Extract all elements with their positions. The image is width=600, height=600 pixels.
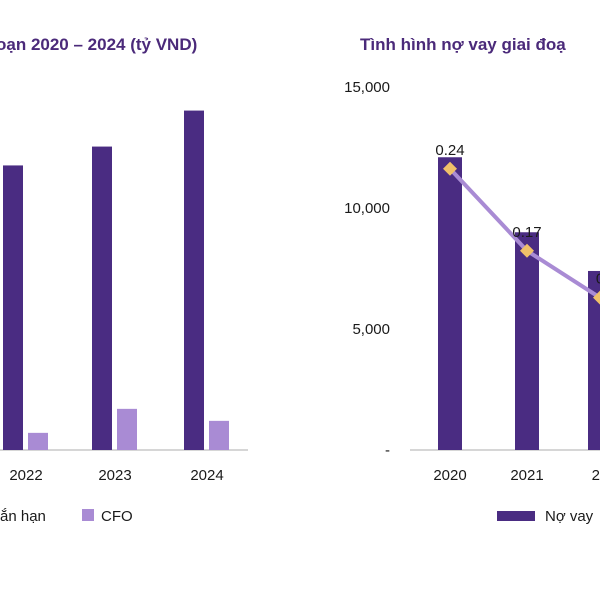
x-tick-label: 2024 — [190, 467, 223, 484]
left-chart: oạn 2020 – 2024 (tỷ VND) 2022 2023 2024 ắn… — [0, 35, 248, 525]
bar-cfo-2023 — [117, 408, 137, 450]
ratio-data-label: 0.17 — [512, 224, 541, 241]
right-ratio-line: 0.24 0.17 0 — [435, 142, 600, 305]
left-chart-title: oạn 2020 – 2024 (tỷ VND) — [0, 35, 197, 54]
x-tick-label: 2020 — [433, 467, 466, 484]
ratio-marker — [593, 290, 600, 305]
bar-cfo-2022 — [28, 432, 48, 450]
legend-swatch-cfo — [82, 509, 94, 521]
bar-debt-20 — [588, 270, 600, 450]
legend-swatch-debt — [497, 511, 535, 521]
ratio-data-label: 0.24 — [435, 142, 464, 159]
ratio-marker — [520, 243, 534, 258]
bar-short-term-2024 — [184, 110, 204, 451]
bar-debt-2020 — [438, 157, 462, 451]
x-tick-label: 20 — [592, 467, 600, 484]
x-tick-label: 2021 — [510, 467, 543, 484]
legend-label-debt: Nợ vay — [545, 508, 594, 525]
right-y-tick-labels: 15,000 10,000 5,000 - — [344, 79, 390, 459]
left-bars — [3, 110, 229, 451]
x-tick-label: 2023 — [98, 467, 131, 484]
bar-short-term-2022 — [3, 165, 23, 450]
bar-cfo-2024 — [209, 420, 229, 450]
legend-label-short-term: ắn hạn — [0, 508, 46, 525]
left-legend: ắn hạn CFO — [0, 508, 133, 525]
right-legend: Nợ vay — [497, 508, 594, 525]
y-tick-label: 5,000 — [352, 321, 390, 338]
y-tick-label: 15,000 — [344, 79, 390, 96]
bar-short-term-2023 — [92, 146, 112, 451]
right-bars — [438, 157, 600, 451]
right-x-tick-labels: 2020 2021 20 — [433, 467, 600, 484]
x-tick-label: 2022 — [9, 467, 42, 484]
right-chart: Tình hình nợ vay giai đoạ 15,000 10,000 5,… — [344, 35, 600, 525]
left-x-tick-labels: 2022 2023 2024 — [9, 467, 223, 484]
ratio-data-label: 0 — [596, 271, 600, 288]
bar-debt-2021 — [515, 232, 539, 450]
y-tick-label: - — [385, 442, 390, 459]
ratio-marker — [443, 161, 457, 176]
right-chart-title: Tình hình nợ vay giai đoạ — [360, 35, 566, 54]
y-tick-label: 10,000 — [344, 200, 390, 217]
legend-label-cfo: CFO — [101, 508, 133, 525]
